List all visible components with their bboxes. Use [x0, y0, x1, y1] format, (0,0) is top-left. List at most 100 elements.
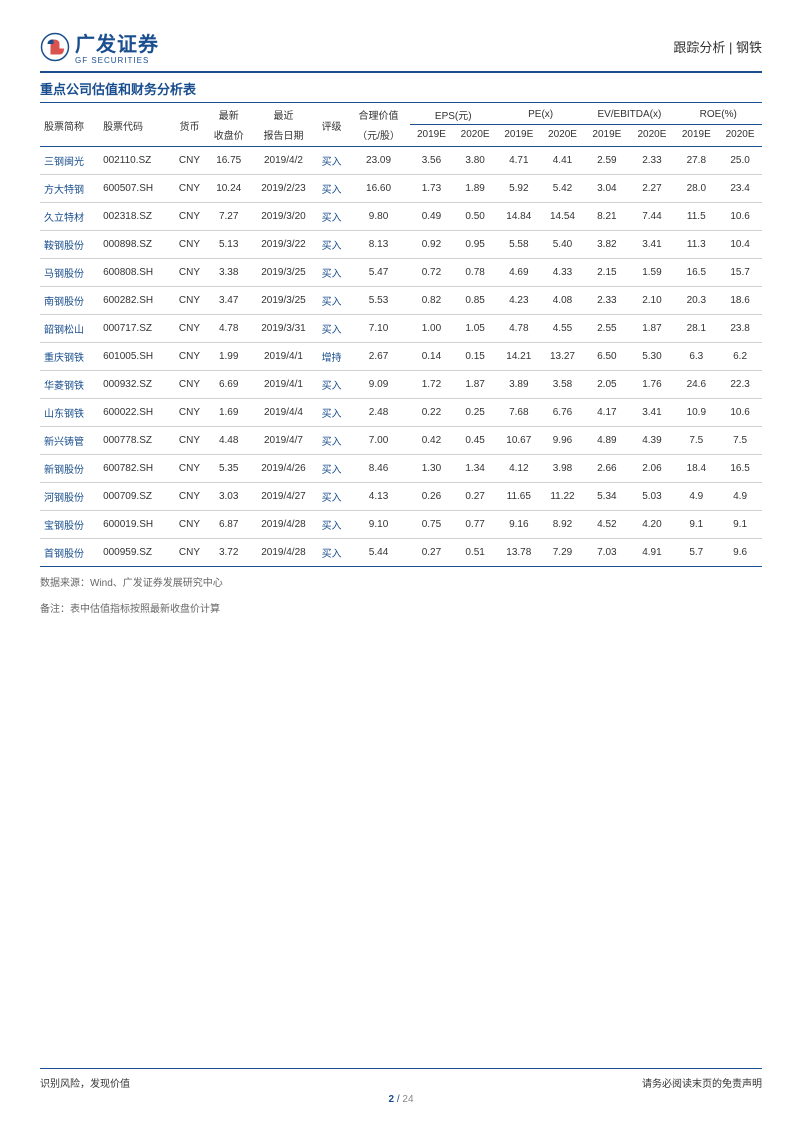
table-row: 山东钢铁600022.SHCNY1.692019/4/4买入2.480.220.…: [40, 398, 762, 426]
cell-cur: CNY: [173, 482, 206, 510]
cell-roe19: 11.5: [674, 202, 718, 230]
page-total: 24: [402, 1094, 413, 1105]
cell-price: 6.69: [206, 370, 251, 398]
section-title: 重点公司估值和财务分析表: [40, 79, 762, 98]
cell-eps19: 0.92: [410, 230, 454, 258]
cell-ev20: 5.30: [629, 342, 674, 370]
cell-roe20: 7.5: [718, 426, 762, 454]
cell-eps20: 0.51: [453, 538, 497, 566]
col-eps19: 2019E: [410, 125, 454, 147]
col-ev19: 2019E: [584, 125, 629, 147]
cell-ev20: 1.76: [629, 370, 674, 398]
cell-ev19: 4.17: [584, 398, 629, 426]
cell-code: 601005.SH: [101, 342, 173, 370]
col-roe19: 2019E: [674, 125, 718, 147]
cell-name: 河钢股份: [40, 482, 101, 510]
cell-pe20: 5.40: [541, 230, 585, 258]
cell-pe20: 9.96: [541, 426, 585, 454]
col-fair-group: 合理价值: [347, 103, 409, 125]
cell-code: 600808.SH: [101, 258, 173, 286]
table-row: 鞍钢股份000898.SZCNY5.132019/3/22买入8.130.920…: [40, 230, 762, 258]
company-subtitle: GF SECURITIES: [75, 57, 159, 65]
table-row: 河钢股份000709.SZCNY3.032019/4/27买入4.130.260…: [40, 482, 762, 510]
cell-date: 2019/4/26: [251, 454, 315, 482]
cell-code: 600022.SH: [101, 398, 173, 426]
cell-cur: CNY: [173, 342, 206, 370]
cell-ev20: 4.91: [629, 538, 674, 566]
cell-roe19: 28.1: [674, 314, 718, 342]
cell-eps20: 0.95: [453, 230, 497, 258]
cell-roe19: 6.3: [674, 342, 718, 370]
footer-slogan: 识别风险，发现价值: [40, 1075, 130, 1090]
col-roe20: 2020E: [718, 125, 762, 147]
cell-pe19: 14.21: [497, 342, 541, 370]
cell-name: 韶钢松山: [40, 314, 101, 342]
cell-ev20: 2.33: [629, 146, 674, 174]
cell-ev19: 2.66: [584, 454, 629, 482]
cell-roe20: 9.6: [718, 538, 762, 566]
cell-pe20: 4.55: [541, 314, 585, 342]
cell-fair: 9.80: [347, 202, 409, 230]
cell-pe20: 14.54: [541, 202, 585, 230]
col-date: 报告日期: [251, 125, 315, 147]
cell-eps19: 1.72: [410, 370, 454, 398]
cell-rating: 买入: [316, 258, 348, 286]
cell-fair: 8.46: [347, 454, 409, 482]
col-fair: （元/股）: [347, 125, 409, 147]
cell-ev20: 1.59: [629, 258, 674, 286]
cell-code: 000898.SZ: [101, 230, 173, 258]
cell-ev20: 3.41: [629, 398, 674, 426]
cell-eps19: 0.27: [410, 538, 454, 566]
cell-price: 5.35: [206, 454, 251, 482]
gf-logo-icon: [40, 32, 70, 62]
cell-name: 马钢股份: [40, 258, 101, 286]
cell-cur: CNY: [173, 146, 206, 174]
cell-eps19: 1.00: [410, 314, 454, 342]
cell-rating: 买入: [316, 174, 348, 202]
cell-rating: 买入: [316, 230, 348, 258]
page-header: 广发证券 GF SECURITIES 跟踪分析 | 钢铁: [40, 28, 762, 73]
col-eps: EPS(元): [410, 103, 497, 125]
cell-rating: 买入: [316, 398, 348, 426]
cell-code: 600507.SH: [101, 174, 173, 202]
cell-cur: CNY: [173, 174, 206, 202]
cell-pe19: 5.92: [497, 174, 541, 202]
cell-ev20: 3.41: [629, 230, 674, 258]
cell-eps19: 0.72: [410, 258, 454, 286]
cell-fair: 5.47: [347, 258, 409, 286]
table-header: 股票简称 股票代码 货币 最新 最近 评级 合理价值 EPS(元) PE(x) …: [40, 103, 762, 147]
cell-ev20: 2.06: [629, 454, 674, 482]
table-row: 久立特材002318.SZCNY7.272019/3/20买入9.800.490…: [40, 202, 762, 230]
cell-date: 2019/4/4: [251, 398, 315, 426]
cell-roe20: 6.2: [718, 342, 762, 370]
cell-eps19: 1.73: [410, 174, 454, 202]
cell-cur: CNY: [173, 258, 206, 286]
cell-code: 600282.SH: [101, 286, 173, 314]
cell-date: 2019/3/25: [251, 286, 315, 314]
cell-pe19: 4.12: [497, 454, 541, 482]
cell-price: 1.69: [206, 398, 251, 426]
cell-eps19: 0.26: [410, 482, 454, 510]
page-number: 2 / 24: [40, 1094, 762, 1105]
cell-pe20: 6.76: [541, 398, 585, 426]
cell-roe20: 10.6: [718, 398, 762, 426]
cell-code: 600782.SH: [101, 454, 173, 482]
cell-eps20: 1.89: [453, 174, 497, 202]
cell-rating: 买入: [316, 286, 348, 314]
cell-date: 2019/2/23: [251, 174, 315, 202]
cell-date: 2019/3/22: [251, 230, 315, 258]
cell-price: 6.87: [206, 510, 251, 538]
cell-pe19: 7.68: [497, 398, 541, 426]
cell-pe20: 4.08: [541, 286, 585, 314]
data-remark: 备注：表中估值指标按照最新收盘价计算: [40, 601, 762, 619]
cell-roe19: 28.0: [674, 174, 718, 202]
cell-eps19: 0.75: [410, 510, 454, 538]
cell-eps20: 0.78: [453, 258, 497, 286]
cell-pe20: 3.98: [541, 454, 585, 482]
cell-roe20: 10.4: [718, 230, 762, 258]
cell-fair: 8.13: [347, 230, 409, 258]
cell-eps19: 0.49: [410, 202, 454, 230]
cell-pe19: 4.71: [497, 146, 541, 174]
cell-fair: 9.09: [347, 370, 409, 398]
cell-cur: CNY: [173, 426, 206, 454]
